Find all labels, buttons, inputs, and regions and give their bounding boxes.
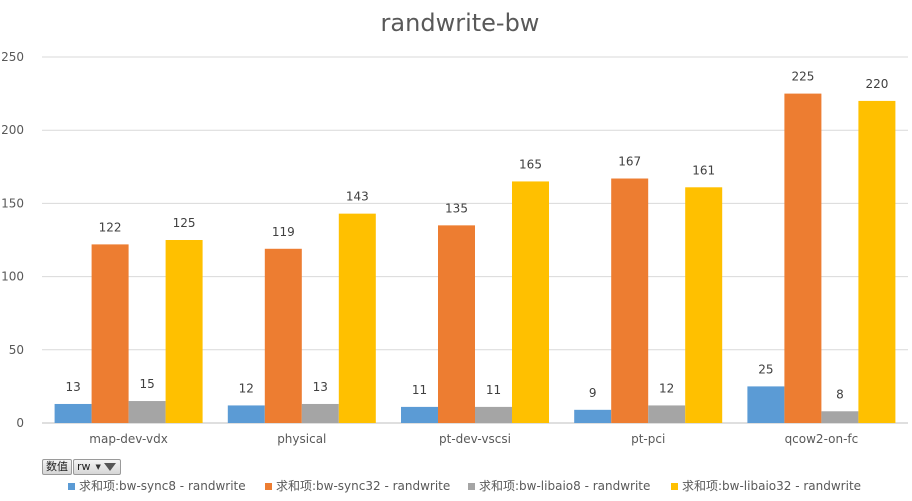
x-tick-label: pt-dev-vscsi [439,432,511,446]
data-label: 161 [692,163,715,177]
data-label: 125 [173,216,196,230]
rw-field-label: rw [77,460,91,473]
data-label: 9 [589,386,597,400]
bar [685,187,723,423]
bar [401,406,438,423]
legend-label: 求和项:bw-libaio8 - randwrite [479,479,650,493]
y-tick-label: 50 [9,343,24,357]
x-tick-label: qcow2-on-fc [785,432,859,446]
x-axis-ticks: map-dev-vdx physical pt-dev-vscsi pt-pci qco… [89,432,858,446]
bar [512,181,549,423]
rw-field-button[interactable]: rw ▼ [73,459,121,475]
legend-swatch [68,483,75,490]
bar [784,93,822,423]
bar [264,248,302,423]
legend-swatch [468,483,475,490]
y-axis-ticks: 0 50 100 150 200 250 [1,50,24,430]
bar [648,405,686,423]
legend-item[interactable]: 求和项:bw-sync32 - randwrite [265,479,450,493]
data-label: 25 [758,362,773,376]
bar [54,403,92,423]
data-label: 143 [346,190,369,204]
bar [858,100,896,424]
data-label: 220 [865,77,888,91]
bars [54,93,896,424]
chart-title: randwrite-bw [381,9,540,37]
bar [301,403,339,423]
x-tick-label: pt-pci [631,432,665,446]
bar [128,401,166,423]
filter-funnel-icon[interactable] [103,463,116,471]
y-tick-label: 100 [1,270,24,284]
data-label: 13 [313,380,328,394]
bar [165,240,203,423]
data-label: 135 [445,201,468,215]
bar [475,406,512,423]
data-label: 15 [139,377,154,391]
data-label: 8 [836,387,844,401]
data-label: 11 [486,383,501,397]
legend-label: 求和项:bw-libaio32 - randwrite [682,479,861,493]
y-tick-label: 250 [1,50,24,64]
x-tick-label: map-dev-vdx [89,432,168,446]
y-tick-label: 200 [1,123,24,137]
bar [574,409,612,423]
legend-label: 求和项:bw-sync8 - randwrite [79,479,246,493]
y-tick-label: 150 [1,196,24,210]
bar [338,213,376,423]
bar [821,411,859,423]
bar [438,225,475,423]
data-label: 11 [412,383,427,397]
legend-label: 求和项:bw-sync32 - randwrite [276,479,450,493]
legend-item[interactable]: 求和项:bw-libaio8 - randwrite [468,479,650,493]
dropdown-arrow-icon[interactable]: ▼ [95,463,101,471]
data-label: 122 [99,220,122,234]
data-label: 12 [239,381,254,395]
legend-swatch [671,483,678,490]
value-field-button[interactable]: 数值 [42,459,72,475]
legend-item[interactable]: 求和项:bw-libaio32 - randwrite [671,479,861,493]
data-label: 12 [659,381,674,395]
y-tick-label: 0 [16,416,24,430]
legend-item[interactable]: 求和项:bw-sync8 - randwrite [68,479,246,493]
data-labels: 13 122 15 125 12 119 13 143 11 135 11 165 9 167 12 161 2… [65,70,888,402]
bar [91,244,129,423]
bar [611,178,649,423]
data-label: 225 [791,70,814,84]
data-label: 119 [272,225,295,239]
data-label: 13 [65,380,80,394]
legend: 求和项:bw-sync8 - randwrite 求和项:bw-sync32 - … [68,479,861,493]
bar [227,405,265,423]
bar [747,386,785,423]
x-tick-label: physical [277,432,326,446]
data-label: 167 [618,155,641,169]
value-field-label: 数值 [46,460,68,473]
data-label: 165 [519,157,542,171]
legend-swatch [265,483,272,490]
